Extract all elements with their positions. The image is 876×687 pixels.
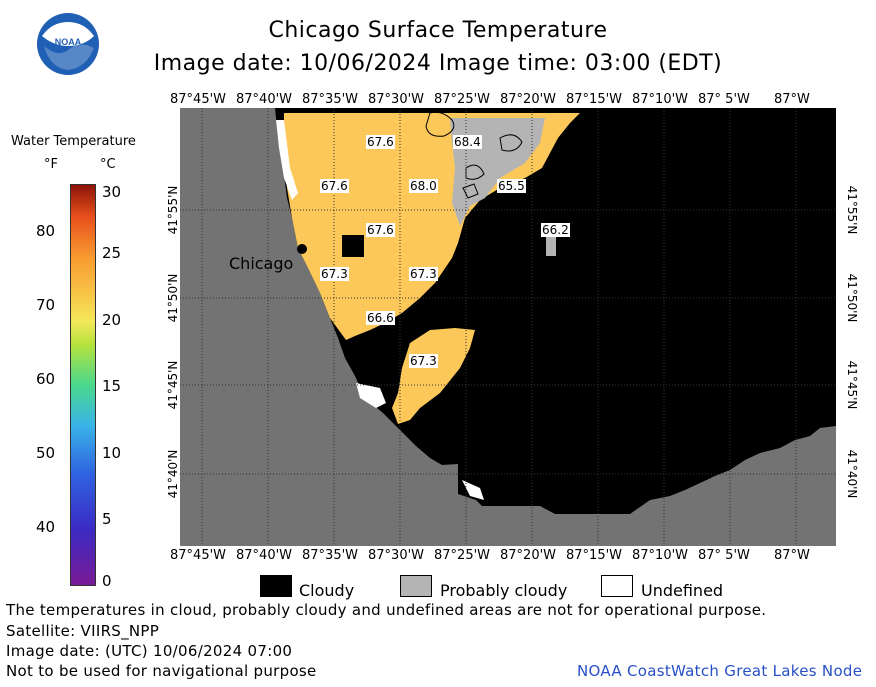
legend-label-probably-cloudy: Probably cloudy bbox=[440, 581, 568, 600]
unit-fahrenheit: °F bbox=[44, 157, 58, 172]
contour-line bbox=[465, 164, 485, 180]
lat-label-right: 41°40'N bbox=[845, 449, 859, 499]
navigation-warning: Not to be used for navigational purpose bbox=[6, 662, 317, 680]
legend-swatch-undefined bbox=[601, 575, 633, 597]
f-tick: 50 bbox=[36, 444, 56, 462]
lat-label-left: 41°45'N bbox=[166, 360, 180, 410]
lat-label-right: 41°45'N bbox=[845, 360, 859, 410]
lon-label-top: 87°30'W bbox=[368, 92, 425, 107]
c-tick: 20 bbox=[102, 311, 122, 329]
c-tick: 10 bbox=[102, 444, 122, 462]
lon-label-bottom: 87°40'W bbox=[236, 548, 293, 563]
page-title: Chicago Surface Temperature bbox=[268, 18, 608, 43]
c-tick: 25 bbox=[102, 244, 122, 262]
lon-label-bottom: 87° 5'W bbox=[698, 548, 750, 563]
lat-label-left: 41°55'N bbox=[166, 185, 180, 235]
lon-label-bottom: 87°30'W bbox=[368, 548, 425, 563]
lon-label-bottom: 87°10'W bbox=[632, 548, 689, 563]
contour-line bbox=[499, 134, 523, 152]
lat-label-left: 41°40'N bbox=[166, 449, 180, 499]
satellite-text: Satellite: VIIRS_NPP bbox=[6, 622, 160, 640]
contour-line bbox=[425, 111, 455, 137]
city-label-chicago: Chicago bbox=[229, 254, 294, 273]
lon-label-bottom: 87°25'W bbox=[434, 548, 491, 563]
c-tick: 0 bbox=[102, 572, 112, 590]
lon-label-bottom: 87°45'W bbox=[170, 548, 227, 563]
temperature-label: 67.6 bbox=[366, 135, 395, 149]
c-tick: 15 bbox=[102, 377, 122, 395]
disclaimer-text: The temperatures in cloud, probably clou… bbox=[6, 601, 767, 619]
temperature-colorbar bbox=[70, 184, 96, 586]
colorbar-title: Water Temperature bbox=[11, 134, 136, 149]
temperature-label: 67.6 bbox=[320, 179, 349, 193]
probably-cloudy-area bbox=[546, 228, 556, 256]
temperature-label: 67.3 bbox=[409, 267, 438, 281]
utc-date-text: Image date: (UTC) 10/06/2024 07:00 bbox=[6, 642, 293, 660]
lon-label-top: 87° 5'W bbox=[698, 92, 750, 107]
lon-label-bottom: 87°35'W bbox=[302, 548, 359, 563]
contour-line bbox=[462, 183, 479, 199]
svg-text:NOAA: NOAA bbox=[55, 37, 82, 47]
temperature-label: 67.6 bbox=[366, 223, 395, 237]
temperature-label: 65.5 bbox=[497, 179, 526, 193]
chicago-marker bbox=[297, 244, 307, 254]
credit-text: NOAA CoastWatch Great Lakes Node bbox=[577, 662, 863, 680]
warm-water-area bbox=[392, 328, 475, 424]
f-tick: 70 bbox=[36, 296, 56, 314]
temperature-label: 67.3 bbox=[409, 354, 438, 368]
lon-label-top: 87°35'W bbox=[302, 92, 359, 107]
cloudy-area bbox=[342, 235, 364, 257]
unit-celsius: °C bbox=[100, 157, 116, 172]
lon-label-top: 87°45'W bbox=[170, 92, 227, 107]
graticule bbox=[180, 108, 836, 546]
f-tick: 40 bbox=[36, 518, 56, 536]
undefined-area bbox=[276, 120, 298, 200]
lon-label-bottom: 87°15'W bbox=[566, 548, 623, 563]
undefined-area bbox=[462, 480, 484, 500]
lon-label-top: 87°25'W bbox=[434, 92, 491, 107]
lat-label-left: 41°50'N bbox=[166, 273, 180, 323]
f-tick: 60 bbox=[36, 370, 56, 388]
f-tick: 80 bbox=[36, 222, 56, 240]
legend-swatch-probably-cloudy bbox=[400, 575, 432, 597]
undefined-area bbox=[356, 383, 386, 408]
legend-swatch-cloudy bbox=[260, 575, 292, 597]
lon-label-top: 87°10'W bbox=[632, 92, 689, 107]
temperature-label: 68.0 bbox=[409, 179, 438, 193]
lon-label-top: 87°15'W bbox=[566, 92, 623, 107]
lon-label-top: 87°20'W bbox=[500, 92, 557, 107]
surface-temperature-map: 67.6 68.4 67.6 68.0 65.5 67.6 66.2 67.3 … bbox=[180, 108, 836, 546]
legend-label-undefined: Undefined bbox=[641, 581, 724, 600]
lat-label-right: 41°50'N bbox=[845, 273, 859, 323]
lon-label-bottom: 87°20'W bbox=[500, 548, 557, 563]
c-tick: 5 bbox=[102, 510, 112, 528]
temperature-label: 66.6 bbox=[366, 311, 395, 325]
lat-label-right: 41°55'N bbox=[845, 185, 859, 235]
legend-label-cloudy: Cloudy bbox=[299, 581, 355, 600]
noaa-logo: NOAA bbox=[36, 12, 100, 76]
temperature-label: 68.4 bbox=[453, 135, 482, 149]
lon-label-bottom: 87°W bbox=[774, 548, 810, 563]
temperature-label: 67.3 bbox=[320, 267, 349, 281]
lon-label-top: 87°W bbox=[774, 92, 810, 107]
temperature-label: 66.2 bbox=[541, 223, 570, 237]
image-date-line: Image date: 10/06/2024 Image time: 03:00… bbox=[153, 51, 723, 76]
lon-label-top: 87°40'W bbox=[236, 92, 293, 107]
c-tick: 30 bbox=[102, 183, 122, 201]
